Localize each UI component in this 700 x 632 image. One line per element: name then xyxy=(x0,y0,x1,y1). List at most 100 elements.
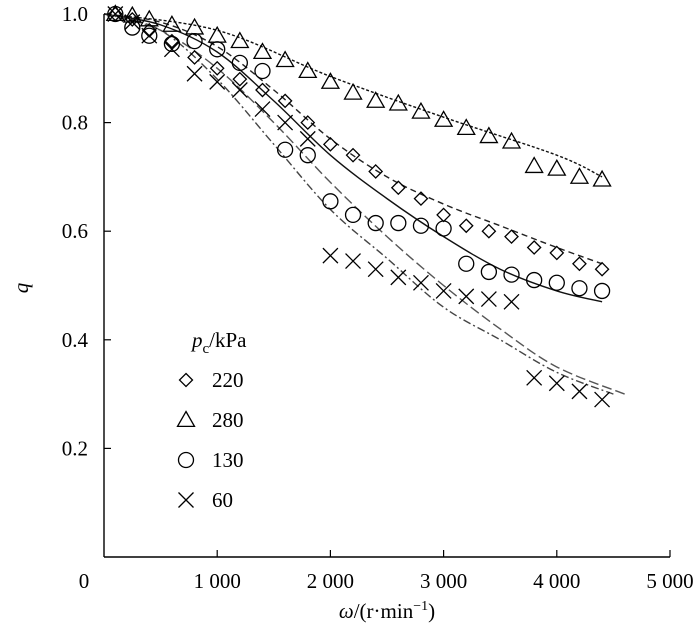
legend-title-unit: /kPa xyxy=(209,328,247,352)
point-220 xyxy=(504,229,519,245)
point-60 xyxy=(367,261,384,278)
point-60 xyxy=(277,114,294,131)
point-220 xyxy=(164,33,180,49)
point-130 xyxy=(231,54,248,72)
point-130 xyxy=(435,220,452,237)
fit-line-60 xyxy=(103,13,614,395)
point-220 xyxy=(436,207,452,223)
fit-lines xyxy=(103,13,625,395)
x-tick-label: 0 xyxy=(79,569,90,593)
legend-items: 220 280 130 60 xyxy=(176,368,244,512)
point-220 xyxy=(141,22,157,38)
y-tick-label: 1.0 xyxy=(62,2,88,26)
legend-title-sub: c xyxy=(203,341,210,357)
point-280 xyxy=(275,50,295,68)
fit-line-220 xyxy=(103,13,603,265)
legend-marker-60 xyxy=(178,492,194,508)
point-130 xyxy=(141,27,158,44)
point-280 xyxy=(569,167,590,184)
point-220 xyxy=(390,180,406,196)
point-220 xyxy=(187,50,202,65)
legend: pc/kPa 220 280 130 60 xyxy=(176,328,247,512)
point-60 xyxy=(526,369,543,386)
point-220 xyxy=(413,191,429,207)
point-130 xyxy=(412,217,430,234)
x-axis-label-close: ) xyxy=(428,599,435,623)
point-130 xyxy=(299,147,316,164)
point-220 xyxy=(345,147,361,163)
point-280 xyxy=(479,126,499,144)
point-280 xyxy=(230,31,250,49)
x-tick-label: 3 000 xyxy=(420,569,467,593)
point-60 xyxy=(107,6,124,22)
point-130 xyxy=(322,193,339,210)
point-60 xyxy=(503,293,520,310)
fit-line-280 xyxy=(103,13,603,178)
point-280 xyxy=(343,82,363,100)
point-60 xyxy=(141,27,158,44)
point-60 xyxy=(322,247,339,264)
point-60 xyxy=(571,383,588,400)
point-130 xyxy=(209,41,226,58)
axes xyxy=(103,14,670,558)
x-tick-label: 4 000 xyxy=(533,569,580,593)
point-130 xyxy=(548,274,565,291)
point-60 xyxy=(480,291,497,308)
point-130 xyxy=(390,214,407,232)
x-tick-label: 5 000 xyxy=(646,569,693,593)
x-tick-label: 1 000 xyxy=(194,569,241,593)
legend-title-var: p xyxy=(190,328,203,352)
point-280 xyxy=(524,156,544,174)
point-60 xyxy=(435,282,452,299)
point-130 xyxy=(571,280,588,297)
point-130 xyxy=(254,62,271,80)
point-130 xyxy=(593,282,611,300)
point-130 xyxy=(124,19,141,36)
point-130 xyxy=(344,206,362,224)
point-220 xyxy=(594,261,610,277)
point-60 xyxy=(186,65,203,82)
point-60 xyxy=(299,130,316,147)
ticks: 0 1 000 2 000 3 000 4 000 5 000 0.2 0.4 0.6 0.8 1.… xyxy=(62,2,694,593)
x-axis-label: ω/(r·min−1) xyxy=(339,599,435,623)
point-130 xyxy=(367,214,384,232)
point-280 xyxy=(433,110,454,127)
x-axis-label-var: ω xyxy=(339,599,354,623)
point-130 xyxy=(186,33,203,50)
point-280 xyxy=(547,158,567,176)
point-220 xyxy=(526,240,542,255)
point-60 xyxy=(254,101,271,117)
legend-label-60: 60 xyxy=(212,488,233,512)
point-280 xyxy=(411,101,431,119)
legend-label-130: 130 xyxy=(212,448,244,472)
point-280 xyxy=(320,72,341,89)
point-280 xyxy=(252,42,273,60)
point-280 xyxy=(105,4,125,22)
point-130 xyxy=(480,263,498,281)
x-tick-label: 2 000 xyxy=(307,569,354,593)
point-60 xyxy=(458,288,475,305)
point-220 xyxy=(458,218,474,234)
point-280 xyxy=(388,93,408,111)
legend-label-280: 280 xyxy=(212,408,244,432)
legend-title: pc/kPa xyxy=(190,328,247,357)
point-130 xyxy=(458,255,475,272)
point-60 xyxy=(390,269,407,286)
point-280 xyxy=(162,15,182,32)
point-130 xyxy=(503,266,520,283)
point-280 xyxy=(298,61,318,79)
y-tick-label: 0.4 xyxy=(62,328,89,352)
point-220 xyxy=(572,256,587,272)
point-60 xyxy=(124,14,141,31)
point-220 xyxy=(368,164,384,179)
data-markers xyxy=(105,4,612,408)
point-280 xyxy=(501,131,522,149)
legend-marker-130 xyxy=(177,451,195,469)
point-60 xyxy=(209,73,226,90)
point-130 xyxy=(526,271,543,289)
point-280 xyxy=(366,91,386,108)
legend-marker-220 xyxy=(178,372,194,388)
point-130 xyxy=(276,141,294,158)
point-280 xyxy=(592,169,612,187)
